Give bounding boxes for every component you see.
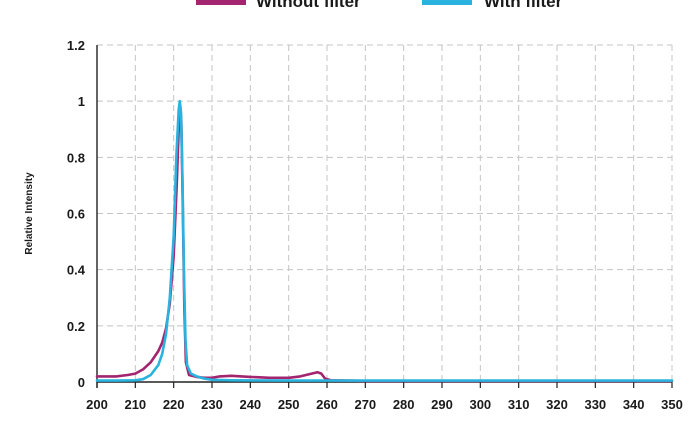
y-tick-label: 0.4 [67, 263, 86, 278]
legend-swatch-with-filter [422, 0, 472, 5]
x-tick-label: 280 [393, 397, 415, 412]
legend-label-with-filter: With filter [484, 0, 563, 11]
series-line-with-filter [95, 99, 674, 382]
series-lines [95, 99, 674, 383]
y-tick-label: 0 [78, 375, 85, 390]
x-tick-label: 300 [469, 397, 491, 412]
x-tick-labels: 200 210 220 230 240 250 260 270 280 290 300 310 320 3… [86, 397, 683, 412]
x-tick-label: 220 [163, 397, 185, 412]
y-tick-label: 1.2 [67, 38, 85, 53]
x-tick-label: 310 [508, 397, 530, 412]
y-tick-label: 0.8 [67, 150, 85, 165]
x-tick-label: 250 [278, 397, 300, 412]
x-tick-label: 260 [316, 397, 338, 412]
y-tick-label: 0.2 [67, 319, 85, 334]
x-tick-label: 350 [661, 397, 683, 412]
y-tick-label: 1 [78, 94, 85, 109]
legend: Without filter With filter [196, 0, 563, 11]
y-axis-title: Relative Intensity [24, 172, 35, 255]
y-tick-labels: 0 0.2 0.4 0.6 0.8 1 1.2 [67, 38, 86, 390]
legend-label-without-filter: Without filter [256, 0, 361, 11]
x-tick-label: 210 [124, 397, 146, 412]
x-tick-label: 200 [86, 397, 108, 412]
x-tick-label: 270 [354, 397, 376, 412]
legend-swatch-without-filter [196, 0, 246, 5]
x-tick-label: 290 [431, 397, 453, 412]
x-tick-label: 320 [546, 397, 568, 412]
x-tick-label: 340 [623, 397, 645, 412]
grid [97, 44, 673, 382]
y-tick-label: 0.6 [67, 207, 85, 222]
x-tick-label: 230 [201, 397, 223, 412]
series-line-without-filter [95, 105, 674, 383]
x-tick-label: 330 [584, 397, 606, 412]
x-tick-label: 240 [239, 397, 261, 412]
